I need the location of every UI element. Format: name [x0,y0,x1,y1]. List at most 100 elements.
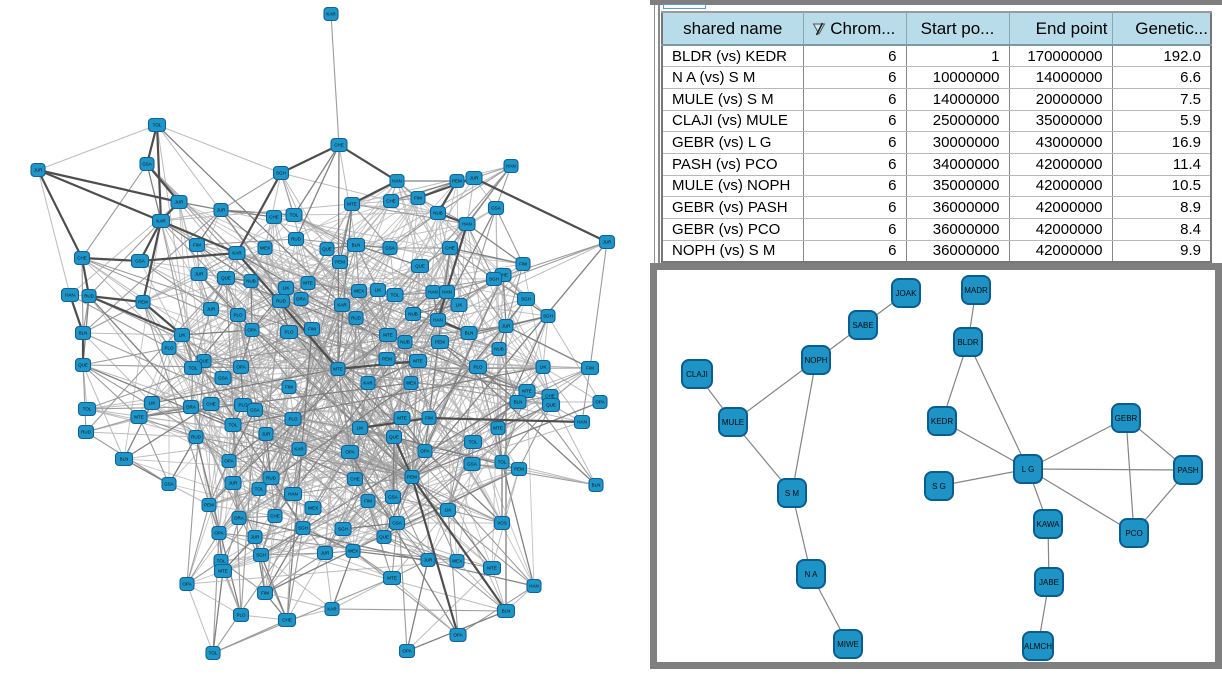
svg-text:BLN: BLN [120,457,129,462]
svg-text:MTE: MTE [413,359,423,364]
svg-text:DRA: DRA [234,516,244,521]
svg-text:VOS: VOS [497,521,507,526]
svg-text:GSA: GSA [467,462,477,467]
svg-text:JUR: JUR [251,535,260,540]
svg-text:MTE: MTE [487,566,497,571]
svg-text:CHE: CHE [334,143,344,148]
svg-text:NUB: NUB [408,312,418,317]
svg-text:DRA: DRA [296,297,306,302]
svg-text:N A: N A [805,570,819,579]
svg-text:NUB: NUB [246,279,256,284]
svg-text:MTE: MTE [347,202,357,207]
svg-text:HAN: HAN [392,179,402,184]
svg-text:PEM: PEM [382,357,392,362]
svg-text:RUD: RUD [276,299,286,304]
svg-text:PLO: PLO [288,417,298,422]
svg-text:MTE: MTE [383,333,393,338]
svg-text:RUD: RUD [266,476,276,481]
svg-text:HAN: HAN [433,318,443,323]
svg-text:RUD: RUD [81,430,91,435]
svg-text:GSA: GSA [392,521,402,526]
svg-text:PLO: PLO [238,403,248,408]
svg-text:GSA: GSA [385,246,395,251]
svg-text:WEX: WEX [348,549,358,554]
svg-text:JUR: JUR [229,481,238,486]
svg-text:GSA: GSA [250,408,260,413]
svg-text:HAN: HAN [428,290,438,295]
svg-text:S G: S G [932,482,946,491]
svg-text:PEM: PEM [452,179,462,184]
svg-text:PEM: PEM [407,475,417,480]
svg-text:MTE: MTE [522,389,532,394]
svg-text:WEX: WEX [452,559,462,564]
svg-text:WEX: WEX [406,381,416,386]
svg-text:SABE: SABE [852,321,873,330]
svg-text:PLO: PLO [473,365,483,370]
svg-text:TOL: TOL [209,651,218,656]
svg-text:CHE: CHE [350,477,360,482]
svg-text:BLN: BLN [502,609,511,614]
svg-text:OPA: OPA [402,649,411,654]
svg-text:JUR: JUR [262,432,271,437]
svg-text:NUB: NUB [400,340,410,345]
svg-text:GSA: GSA [218,376,228,381]
svg-text:WEX: WEX [260,246,270,251]
svg-text:QUE: QUE [546,403,556,408]
svg-text:L G: L G [1022,465,1035,474]
svg-text:KAR: KAR [294,447,304,452]
svg-text:JUR: JUR [470,176,479,181]
svg-text:KAR: KAR [156,219,166,224]
svg-text:CLAJI: CLAJI [686,370,708,379]
svg-text:BLN: BLN [352,243,361,248]
svg-text:CHE: CHE [206,402,216,407]
svg-text:QUE: QUE [78,363,88,368]
svg-text:HAN: HAN [506,164,516,169]
svg-text:TOL: TOL [189,366,198,371]
svg-text:OPA: OPA [453,633,462,638]
svg-text:WEX: WEX [308,506,318,511]
svg-text:MTE: MTE [218,569,228,574]
svg-text:QUE: QUE [415,264,425,269]
svg-text:OPA: OPA [236,365,245,370]
svg-text:JOAK: JOAK [896,289,918,298]
svg-text:OPA: OPA [182,582,191,587]
svg-text:SGH: SGH [256,553,266,558]
svg-text:CHE: CHE [269,215,279,220]
svg-text:LIK: LIK [149,401,156,406]
svg-text:CHE: CHE [77,256,87,261]
svg-text:BLDR: BLDR [957,338,979,347]
svg-text:HAN: HAN [65,293,75,298]
svg-text:PCO: PCO [1125,529,1142,538]
svg-text:JUR: JUR [175,200,184,205]
svg-text:HAN: HAN [462,222,472,227]
svg-text:FIM: FIM [193,243,201,248]
svg-text:TOL: TOL [217,559,226,564]
svg-text:PLO: PLO [284,330,294,335]
svg-text:HAN: HAN [288,492,298,497]
svg-text:SGH: SGH [338,527,348,532]
svg-text:NUB: NUB [494,347,504,352]
svg-text:LIK: LIK [179,333,186,338]
svg-text:LIK: LIK [540,365,547,370]
svg-text:TOL: TOL [469,440,478,445]
svg-text:FIM: FIM [308,327,316,332]
svg-text:NUB: NUB [433,211,443,216]
svg-text:TOL: TOL [83,407,92,412]
svg-text:JUR: JUR [321,551,330,556]
svg-text:BLN: BLN [79,331,88,336]
svg-text:MTE: MTE [303,281,313,286]
svg-text:FIM: FIM [364,499,372,504]
svg-text:TOL: TOL [290,213,299,218]
svg-text:PEM: PEM [435,340,445,345]
svg-text:MTE: MTE [493,426,503,431]
svg-text:TOL: TOL [255,487,264,492]
svg-text:GEBR: GEBR [1115,414,1138,423]
svg-text:JUR: JUR [502,324,511,329]
svg-text:HAN: HAN [577,420,587,425]
svg-text:RUD: RUD [191,435,201,440]
svg-text:GSA: GSA [491,206,501,211]
svg-text:MULE: MULE [722,418,744,427]
svg-text:OPA: OPA [224,459,233,464]
svg-text:CHE: CHE [282,618,292,623]
svg-text:TOL: TOL [229,423,238,428]
